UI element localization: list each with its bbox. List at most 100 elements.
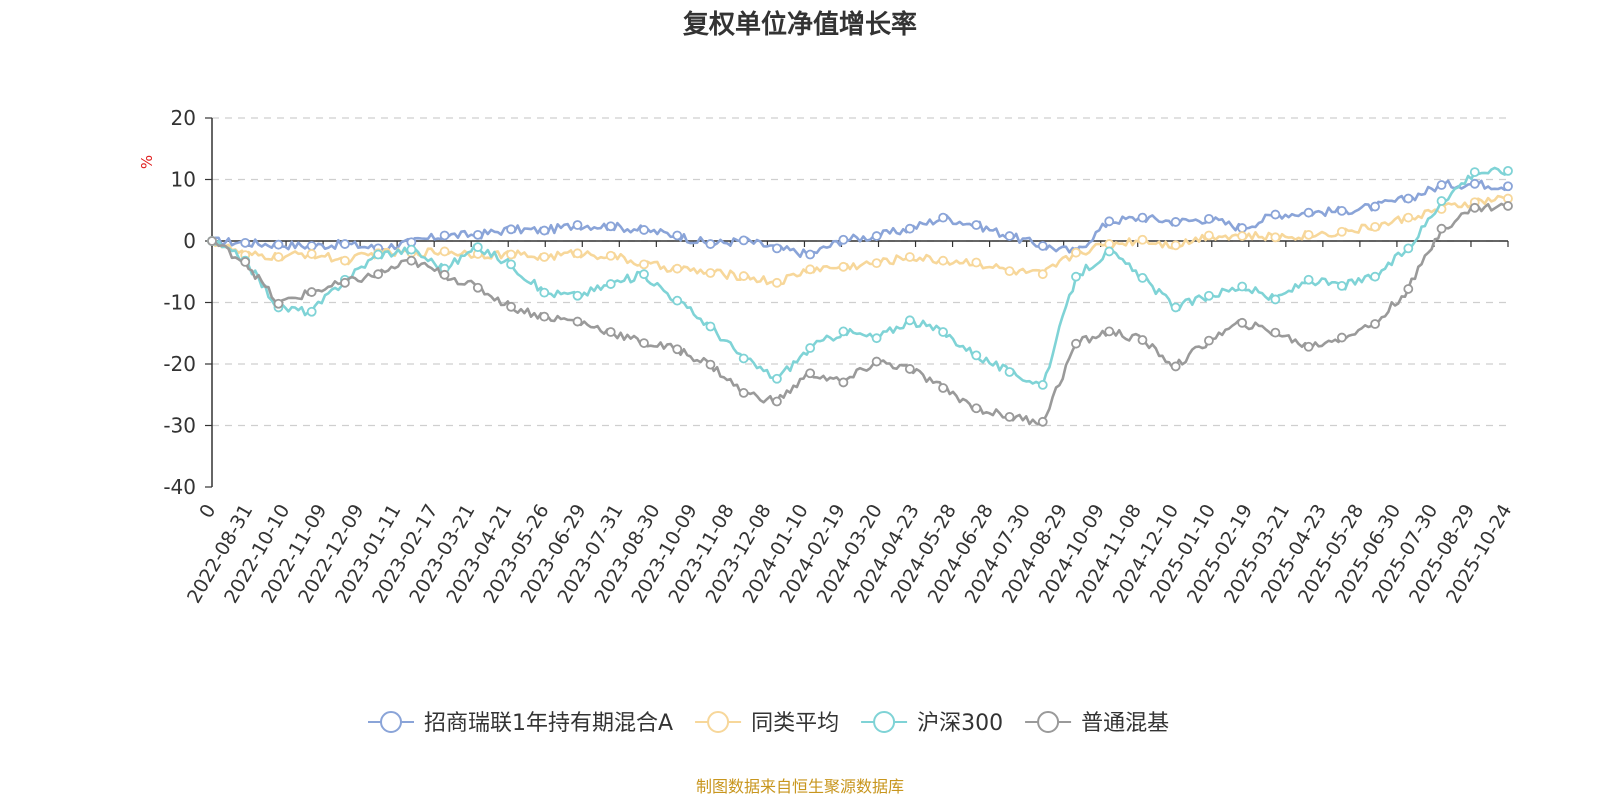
data-point: [539, 311, 550, 322]
data-point: [672, 344, 683, 355]
data-point: [340, 239, 350, 249]
series-line: [211, 166, 1509, 387]
data-point: [1336, 280, 1347, 291]
legend-label: 沪深300: [917, 711, 1003, 736]
data-point: [904, 252, 915, 262]
data-point: [1303, 229, 1314, 240]
data-point: [639, 259, 649, 270]
data-point: [1469, 167, 1480, 178]
data-point: [871, 258, 882, 269]
data-point: [639, 338, 649, 348]
data-point: [904, 364, 915, 374]
data-point: [772, 277, 782, 288]
data-point: [605, 221, 616, 232]
data-point: [605, 250, 616, 261]
data-point: [772, 396, 782, 407]
legend-item[interactable]: 沪深300: [861, 711, 1003, 736]
data-point: [1204, 335, 1214, 346]
legend[interactable]: 招商瑞联1年持有期混合A 同类平均 沪深300 普通混基: [368, 711, 1169, 736]
legend-label: 普通混基: [1081, 711, 1169, 736]
data-point: [539, 252, 550, 262]
data-point: [838, 377, 849, 388]
data-point: [439, 246, 450, 257]
data-point: [805, 264, 816, 275]
legend-item[interactable]: 同类平均: [695, 711, 839, 736]
data-point: [1071, 338, 1081, 349]
data-point: [1170, 361, 1181, 372]
data-point: [705, 359, 716, 370]
data-point: [472, 242, 483, 253]
data-point: [472, 229, 483, 240]
data-point: [904, 223, 915, 234]
data-point: [1270, 232, 1281, 243]
y-tick-label: 10: [171, 168, 196, 192]
data-point: [406, 244, 417, 255]
legend-item[interactable]: 普通混基: [1025, 711, 1169, 736]
y-tick-label: -40: [163, 475, 196, 499]
y-tick-label: -20: [163, 352, 196, 376]
data-point: [805, 368, 816, 379]
legend-item[interactable]: 招商瑞联1年持有期混合A: [368, 711, 673, 736]
data-point: [1237, 281, 1248, 292]
data-point: [1004, 367, 1015, 377]
legend-label: 招商瑞联1年持有期混合A: [424, 711, 673, 736]
data-point: [439, 230, 450, 241]
data-point: [306, 306, 317, 317]
data-point: [1436, 180, 1447, 190]
data-point: [738, 271, 749, 281]
data-point: [605, 327, 616, 337]
data-point: [938, 212, 948, 223]
data-point: [340, 255, 350, 266]
data-point: [306, 241, 317, 251]
data-point: [672, 295, 683, 306]
series-line: [210, 194, 1509, 286]
data-point: [506, 224, 516, 235]
data-point: [1436, 196, 1447, 206]
data-point: [938, 383, 948, 393]
data-point: [772, 243, 782, 254]
data-point: [373, 269, 384, 280]
data-point: [838, 234, 849, 245]
data-point: [1170, 217, 1181, 227]
data-point: [705, 321, 716, 332]
data-point: [1037, 269, 1048, 280]
data-point: [1170, 240, 1181, 251]
data-point: [971, 403, 982, 414]
data-point: [1403, 212, 1414, 223]
data-point: [306, 287, 317, 297]
series-line: [211, 179, 1509, 259]
legend-marker: [873, 711, 896, 733]
data-point: [738, 235, 749, 246]
data-point: [871, 231, 882, 241]
data-point: [1403, 243, 1414, 254]
data-point: [572, 316, 583, 327]
data-point: [639, 269, 649, 280]
data-point: [1137, 335, 1148, 345]
data-point: [572, 248, 583, 259]
y-axis-unit-label: %: [138, 155, 156, 169]
data-point: [904, 315, 915, 326]
data-point: [672, 230, 683, 241]
data-point: [1170, 302, 1181, 313]
data-point: [1370, 319, 1380, 329]
data-point: [1204, 213, 1214, 224]
data-point: [1237, 317, 1248, 328]
series-lines: [207, 165, 1513, 427]
data-point: [406, 255, 417, 266]
data-point: [1336, 332, 1347, 343]
data-point: [971, 220, 982, 230]
data-point: [1503, 165, 1513, 176]
axes: 20100-10-20-30-4002022-08-312022-10-1020…: [163, 106, 1516, 607]
data-point: [805, 249, 816, 260]
data-point: [1469, 202, 1480, 213]
data-point: [1071, 247, 1081, 258]
data-point: [1270, 209, 1281, 220]
data-point: [1037, 241, 1048, 251]
data-point: [1237, 231, 1248, 241]
chart-title: 复权单位净值增长率: [683, 9, 917, 40]
data-point: [871, 356, 882, 367]
data-point: [1303, 274, 1314, 285]
data-point: [1137, 234, 1148, 245]
data-point: [1237, 223, 1248, 233]
data-point: [1303, 341, 1314, 352]
